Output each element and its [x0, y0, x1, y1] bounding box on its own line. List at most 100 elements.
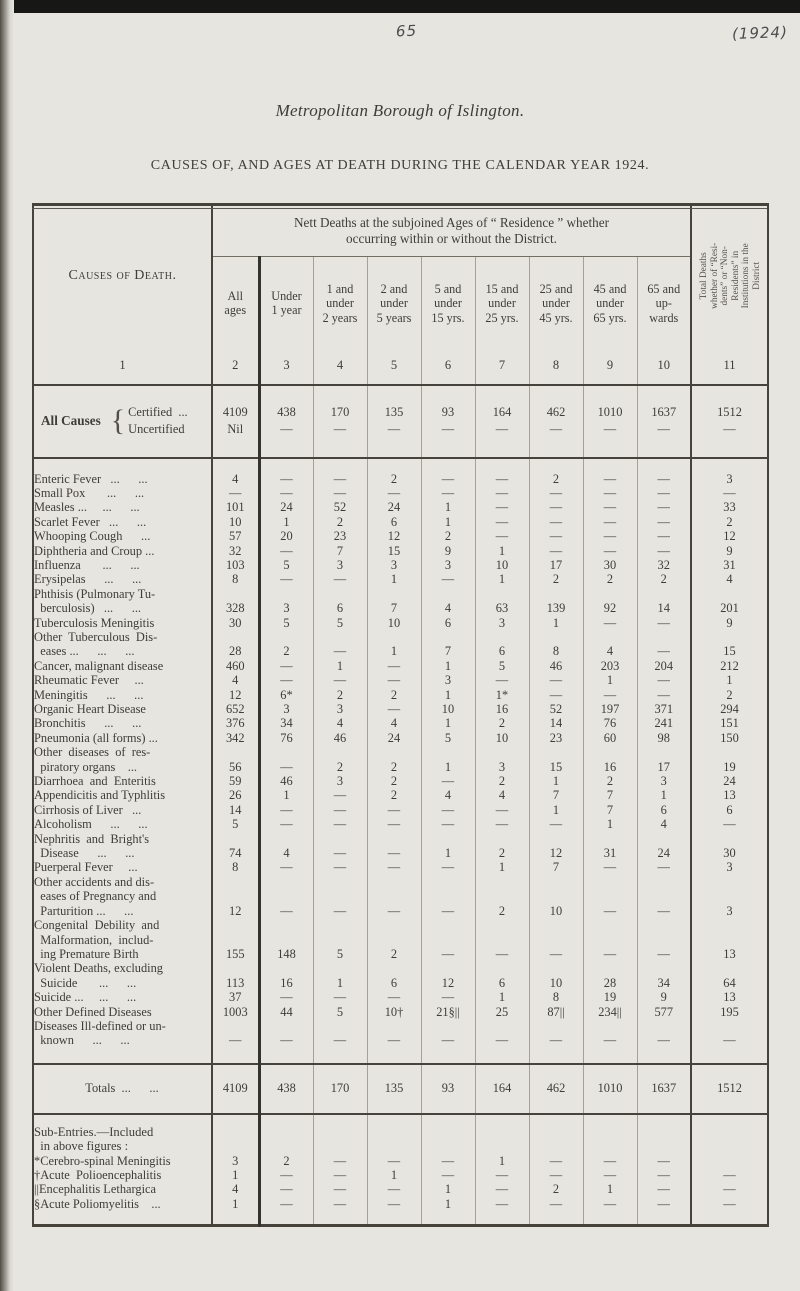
cell: 2 — [475, 874, 530, 919]
cell: 34 — [259, 716, 314, 731]
cell: 376 — [212, 716, 261, 731]
cell: 6 — [637, 802, 692, 818]
cell: — — [259, 817, 314, 832]
cell: 1 — [583, 1182, 638, 1197]
all-causes-cell: 164 — — [475, 384, 530, 458]
table-row: Suicide ... ... ... 37— — — —1 8 19 9 13 — [33, 990, 768, 1005]
cell: 3 — [637, 774, 692, 789]
cell: 14 — [212, 802, 261, 818]
certified-value: 438 — [277, 405, 296, 419]
age-column-header: 45 and under 65 yrs. — [583, 256, 638, 347]
cell: — — [421, 1018, 476, 1064]
cell: — — [637, 485, 692, 501]
cell: — — [723, 1182, 736, 1197]
age-column-header: 1 and under 2 years — [313, 256, 368, 347]
handwritten-page-number: 65 — [395, 21, 418, 41]
cell: — — [637, 457, 692, 486]
cell: — — [583, 1167, 638, 1183]
cell: — — [637, 1153, 692, 1168]
table-row: ||Encephalitis Lethargica 4— — —1—2 1— — — [33, 1182, 768, 1197]
cell: 2 — [637, 572, 692, 587]
column-number: 6 — [421, 346, 476, 385]
table-row: Erysipelas ... ... 8— —1—1 2 2 2 4 — [33, 572, 768, 587]
cell: 212 — [720, 658, 739, 673]
uncertified-label: Uncertified — [128, 422, 185, 436]
cell: 24 — [367, 500, 422, 515]
cell: 103 — [212, 557, 261, 573]
cell: 1 — [637, 788, 692, 803]
table-row: Cirrhosis of Liver ... 14— — — — —1 7 6 6 — [33, 802, 768, 818]
table-row: Diarrhoea and Enteritis 59 46 3 2—2 1 2 3 24 — [33, 774, 768, 789]
cell: — — [259, 802, 314, 818]
cell: — — [313, 629, 368, 659]
cell: 24 — [723, 774, 736, 789]
cell: — — [637, 514, 692, 530]
cell: 2 — [529, 572, 584, 587]
cell: 7 — [529, 788, 584, 803]
cell: 19 — [723, 759, 736, 774]
cell: — — [583, 529, 638, 544]
cell: 195 — [720, 1004, 739, 1019]
cell: — — [475, 457, 530, 486]
row-label: Influenza ... ... — [33, 557, 213, 573]
uncertified-value: — — [333, 422, 347, 436]
cell: 30 — [583, 557, 638, 573]
cell: — — [583, 457, 638, 486]
cell: — — [259, 1018, 314, 1064]
cell: 7 — [313, 543, 368, 558]
cell: 12 — [367, 529, 422, 544]
cell: 1 — [367, 1167, 422, 1183]
cell: — — [259, 1167, 314, 1183]
table-row: Diseases Ill-defined or un- known ... ..… — [33, 1018, 768, 1064]
cell: — — [367, 1153, 422, 1168]
cell: 150 — [720, 730, 739, 745]
borough-title: Metropolitan Borough of Islington. — [275, 101, 525, 120]
cell: 113 — [212, 961, 261, 991]
cell: — — [637, 543, 692, 558]
cell: — — [259, 673, 314, 688]
cell: 44 — [259, 1004, 314, 1019]
cell: 2 — [259, 629, 314, 659]
cell: — — [475, 485, 530, 501]
totals-cell: 438 — [259, 1063, 314, 1114]
column-number: 9 — [583, 346, 638, 385]
cell: 30 — [723, 846, 736, 861]
table-row: Nephritis and Bright's Disease ... ... 74… — [33, 831, 768, 861]
column-number: 5 — [367, 346, 422, 385]
cell: — — [529, 1167, 584, 1183]
sub-entries: Sub-Entries.—Included in above figures :… — [33, 1113, 768, 1226]
cell: — — [367, 990, 422, 1005]
cell: 10† — [367, 1004, 422, 1019]
row-label: Cancer, malignant disease — [33, 658, 213, 674]
cell: — — [475, 500, 530, 515]
table-row: Other accidents and dis- eases of Pregna… — [33, 874, 768, 919]
cell: 10 — [475, 730, 530, 746]
cell: 15 — [723, 644, 736, 659]
cell: 4 — [421, 586, 476, 616]
cell: 5 — [313, 1004, 368, 1019]
cell: — — [313, 673, 368, 688]
cell: 12 — [723, 529, 736, 544]
table-row: Other Defined Diseases 1003 44 5 10† 21§|| 25 8… — [33, 1004, 768, 1019]
all-causes-cell: 4109 Nil — [212, 384, 261, 458]
cell: — — [421, 1167, 476, 1183]
cell: — — [637, 500, 692, 515]
column-number: 2 — [212, 346, 261, 385]
cell — [212, 1113, 261, 1154]
cell: — — [583, 918, 638, 962]
cell: 6* — [259, 687, 314, 702]
cell: — — [529, 500, 584, 515]
cell: 4 — [212, 457, 261, 486]
row-label: Other diseases of res- piratory organs .… — [33, 745, 213, 775]
uncertified-value: — — [387, 422, 401, 436]
cell: 30 — [212, 615, 261, 630]
row-label: Diphtheria and Croup ... — [33, 543, 213, 558]
uncertified-value: — — [441, 422, 455, 436]
table-row: Organic Heart Disease 652 3 3—10 16 52 197 371 2… — [33, 702, 768, 717]
certified-label: Certified ... — [128, 405, 188, 419]
row-label: Other accidents and dis- eases of Pregna… — [33, 874, 213, 919]
age-header-row: All ages Under 1 year 1 and under 2 years 2… — [33, 256, 768, 347]
cell: — — [212, 1018, 261, 1064]
all-causes-cell: 135 — — [367, 384, 422, 458]
cell: — — [367, 1196, 422, 1226]
